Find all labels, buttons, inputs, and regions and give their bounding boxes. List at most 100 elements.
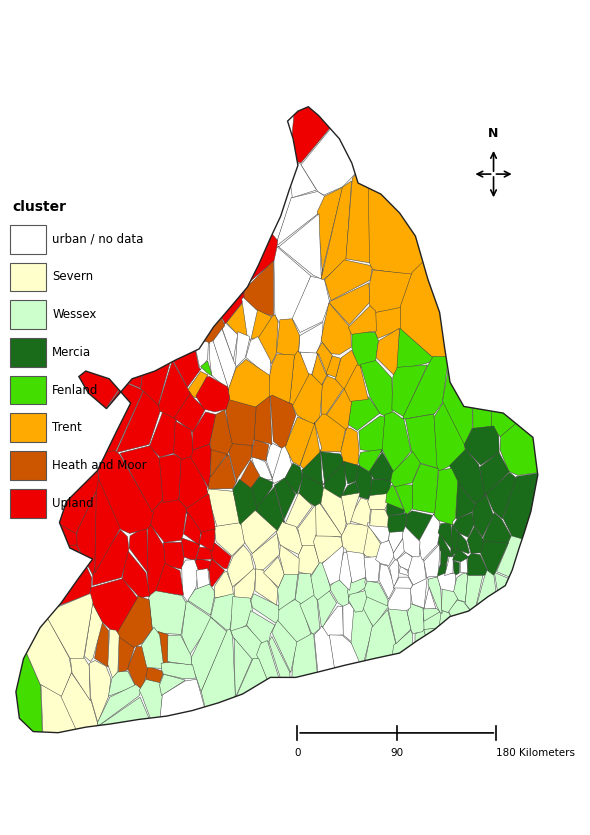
Polygon shape	[163, 542, 184, 569]
Polygon shape	[274, 478, 296, 522]
Polygon shape	[457, 533, 470, 554]
Polygon shape	[255, 569, 278, 605]
Polygon shape	[290, 0, 447, 163]
Polygon shape	[441, 632, 457, 674]
Polygon shape	[423, 608, 442, 621]
Polygon shape	[314, 626, 372, 835]
Polygon shape	[451, 524, 460, 558]
Polygon shape	[346, 158, 371, 263]
Polygon shape	[373, 630, 412, 835]
Polygon shape	[472, 275, 496, 429]
Polygon shape	[316, 342, 332, 377]
Polygon shape	[167, 296, 225, 343]
Polygon shape	[70, 655, 90, 701]
Text: Upland: Upland	[53, 497, 94, 509]
Polygon shape	[6, 605, 72, 696]
Polygon shape	[382, 412, 411, 473]
Polygon shape	[161, 662, 196, 679]
Polygon shape	[252, 161, 292, 243]
Polygon shape	[316, 504, 342, 536]
Polygon shape	[369, 479, 391, 499]
Bar	[9, 376, 45, 404]
Polygon shape	[268, 35, 303, 166]
Polygon shape	[117, 596, 152, 647]
Polygon shape	[183, 512, 201, 545]
Polygon shape	[168, 635, 192, 665]
Polygon shape	[388, 605, 411, 644]
Polygon shape	[428, 577, 442, 614]
Polygon shape	[276, 191, 326, 245]
Polygon shape	[211, 281, 244, 325]
Polygon shape	[158, 631, 169, 666]
Polygon shape	[321, 452, 345, 485]
Polygon shape	[147, 524, 165, 597]
Polygon shape	[167, 317, 201, 387]
Polygon shape	[254, 396, 272, 445]
Polygon shape	[324, 463, 346, 498]
Polygon shape	[207, 278, 238, 299]
Polygon shape	[291, 373, 323, 425]
Polygon shape	[410, 576, 428, 609]
Polygon shape	[317, 590, 336, 626]
Polygon shape	[352, 331, 378, 367]
Polygon shape	[270, 395, 296, 448]
Polygon shape	[345, 365, 368, 402]
Polygon shape	[208, 454, 236, 489]
Polygon shape	[406, 511, 432, 540]
Polygon shape	[211, 543, 231, 569]
Text: Fenland: Fenland	[53, 383, 99, 397]
Polygon shape	[389, 531, 405, 553]
Polygon shape	[386, 503, 404, 516]
Polygon shape	[434, 402, 466, 471]
Polygon shape	[213, 329, 236, 390]
Polygon shape	[358, 449, 382, 473]
Polygon shape	[481, 541, 509, 575]
Polygon shape	[343, 602, 356, 644]
Polygon shape	[145, 665, 163, 683]
Polygon shape	[435, 559, 447, 578]
Polygon shape	[266, 443, 281, 478]
Polygon shape	[61, 673, 98, 763]
Text: cluster: cluster	[12, 200, 67, 214]
Polygon shape	[484, 473, 517, 519]
Polygon shape	[89, 660, 111, 722]
Polygon shape	[264, 557, 284, 587]
Polygon shape	[375, 307, 401, 338]
Polygon shape	[434, 468, 458, 525]
Polygon shape	[208, 199, 241, 263]
Polygon shape	[466, 575, 483, 615]
Polygon shape	[326, 356, 340, 377]
Polygon shape	[251, 439, 268, 461]
Polygon shape	[90, 579, 137, 633]
Polygon shape	[419, 514, 440, 560]
Polygon shape	[497, 535, 590, 635]
Polygon shape	[269, 636, 291, 713]
Polygon shape	[120, 446, 163, 512]
Polygon shape	[368, 493, 389, 509]
Polygon shape	[290, 351, 309, 405]
Polygon shape	[310, 563, 330, 600]
Text: urban / no data: urban / no data	[53, 233, 143, 245]
Polygon shape	[480, 453, 509, 496]
Polygon shape	[346, 551, 366, 583]
Polygon shape	[389, 559, 399, 587]
Polygon shape	[376, 540, 394, 565]
Polygon shape	[201, 630, 235, 764]
Polygon shape	[96, 451, 153, 534]
Polygon shape	[196, 547, 213, 560]
Polygon shape	[322, 376, 345, 416]
Polygon shape	[246, 337, 270, 378]
Bar	[9, 488, 45, 518]
Polygon shape	[460, 558, 468, 573]
Text: N: N	[489, 127, 499, 139]
Polygon shape	[235, 331, 250, 367]
Polygon shape	[362, 595, 389, 627]
Polygon shape	[0, 70, 125, 442]
Polygon shape	[252, 534, 280, 571]
Polygon shape	[106, 229, 152, 388]
Polygon shape	[299, 322, 323, 354]
Polygon shape	[214, 523, 245, 556]
Polygon shape	[214, 571, 234, 598]
Polygon shape	[211, 594, 235, 631]
Polygon shape	[325, 388, 352, 431]
